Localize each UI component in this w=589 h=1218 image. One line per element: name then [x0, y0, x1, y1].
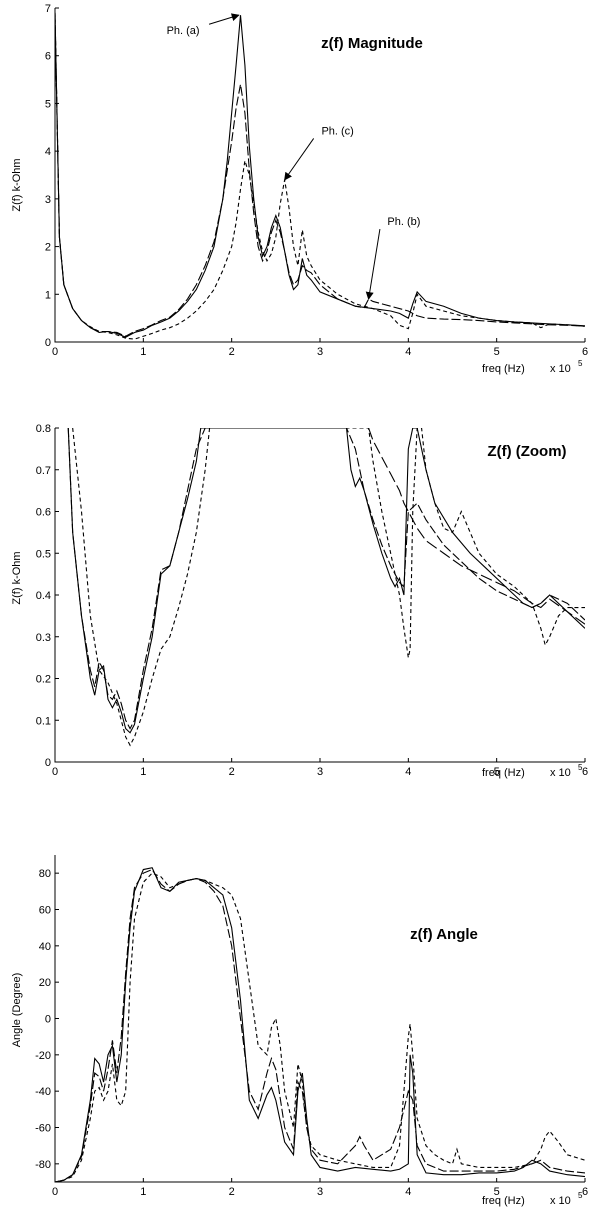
zoom-series: [67, 428, 585, 747]
zoom-ytick-label: 0.5: [36, 548, 51, 560]
magnitude-xmult: x 10: [550, 363, 571, 375]
magnitude-annotation-label: Ph. (c): [321, 125, 353, 137]
magnitude-xlabel: freq (Hz) x 10 5: [482, 359, 583, 375]
angle-xtick-label: 1: [140, 1186, 146, 1198]
magnitude-xlabel-text: freq (Hz): [482, 363, 525, 375]
zoom-series-line-1: [67, 428, 585, 734]
magnitude-series: [55, 12, 585, 340]
zoom-xmult: x 10: [550, 767, 571, 779]
zoom-xmult-exp: 5: [578, 763, 583, 772]
zoom-chart: 0 1 2 3 4 5 600.10.20.30.40.50.60.70.8 Z(f) (Z…: [11, 423, 588, 779]
magnitude-ytick-label: 5: [45, 98, 51, 110]
angle-ytick-label: -20: [35, 1050, 51, 1062]
zoom-xlabel: freq (Hz) x 10 5: [482, 763, 583, 779]
magnitude-xtick-label: 0: [52, 346, 58, 358]
magnitude-ytick-label: 2: [45, 242, 51, 254]
angle-ylabel: Angle (Degree): [11, 973, 23, 1048]
magnitude-xtick-label: 1: [140, 346, 146, 358]
magnitude-xtick-label: 6: [582, 346, 588, 358]
magnitude-xtick-label: 2: [229, 346, 235, 358]
angle-ytick-label: -80: [35, 1159, 51, 1171]
zoom-xtick-label: 5: [494, 766, 500, 778]
zoom-xtick-label: 6: [582, 766, 588, 778]
zoom-xtick-label: 3: [317, 766, 323, 778]
zoom-series-line-2: [67, 428, 585, 730]
magnitude-ytick-label: 3: [45, 194, 51, 206]
angle-xtick-label: 2: [229, 1186, 235, 1198]
angle-ytick-label: 60: [39, 905, 51, 917]
magnitude-annotation-arrow: [208, 13, 240, 25]
magnitude-annotation-label: Ph. (b): [387, 216, 420, 228]
angle-series: [55, 867, 585, 1182]
zoom-ytick-label: 0: [45, 757, 51, 769]
zoom-xlabel-text: freq (Hz): [482, 767, 525, 779]
magnitude-series-line-3: [55, 12, 585, 340]
angle-xmult-exp: 5: [578, 1191, 583, 1200]
zoom-ytick-label: 0.2: [36, 674, 51, 686]
zoom-xtick-label: 0: [52, 766, 58, 778]
zoom-ytick-label: 0.3: [36, 632, 51, 644]
angle-ytick-label: 80: [39, 868, 51, 880]
zoom-ytick-label: 0.7: [36, 465, 51, 477]
angle-ytick-label: 0: [45, 1014, 51, 1026]
magnitude-ytick-label: 1: [45, 289, 51, 301]
magnitude-xtick-label: 5: [494, 346, 500, 358]
magnitude-series-line-2: [55, 12, 585, 337]
zoom-ylabel: Z(f) k-Ohm: [11, 551, 23, 604]
magnitude-ytick-label: 7: [45, 3, 51, 15]
magnitude-annotation-label: Ph. (a): [167, 25, 200, 37]
zoom-xtick-label: 2: [229, 766, 235, 778]
magnitude-ylabel: Z(f) k-Ohm: [11, 158, 23, 211]
angle-xlabel-text: freq (Hz): [482, 1195, 525, 1207]
zoom-ytick-label: 0.6: [36, 507, 51, 519]
angle-series-line-2: [55, 868, 585, 1182]
angle-xtick-label: 3: [317, 1186, 323, 1198]
magnitude-xtick-label: 4: [405, 346, 411, 358]
zoom-series-line-3: [368, 428, 585, 625]
angle-series-line-3: [55, 872, 585, 1182]
magnitude-xtick-label: 3: [317, 346, 323, 358]
magnitude-xmult-exp: 5: [578, 359, 583, 368]
angle-xlabel: freq (Hz) x 10 5: [482, 1191, 583, 1207]
magnitude-title: z(f) Magnitude: [321, 35, 423, 52]
angle-ytick-label: -60: [35, 1123, 51, 1135]
zoom-ytick-label: 0.8: [36, 423, 51, 435]
zoom-xtick-label: 1: [140, 766, 146, 778]
angle-ytick-label: -40: [35, 1086, 51, 1098]
angle-xtick-label: 6: [582, 1186, 588, 1198]
angle-ytick-label: 40: [39, 941, 51, 953]
zoom-xtick-label: 4: [405, 766, 411, 778]
zoom-ticks: 0 1 2 3 4 5 600.10.20.30.40.50.60.70.8: [36, 423, 588, 778]
zoom-title: Z(f) (Zoom): [487, 443, 566, 460]
angle-ytick-label: 20: [39, 977, 51, 989]
angle-axes: [54, 855, 585, 1183]
angle-xmult: x 10: [550, 1195, 571, 1207]
angle-title: z(f) Angle: [410, 926, 478, 943]
angle-plot-area: [54, 855, 585, 1183]
magnitude-annotation-arrow: [365, 229, 381, 301]
zoom-ytick-label: 0.1: [36, 715, 51, 727]
magnitude-ytick-label: 4: [45, 146, 51, 158]
magnitude-annotations: Ph. (a) Ph. (c) Ph. (b): [167, 13, 420, 301]
magnitude-ytick-label: 6: [45, 51, 51, 63]
magnitude-annotation-arrow: [284, 138, 315, 181]
angle-xtick-label: 4: [405, 1186, 411, 1198]
angle-xtick-label: 5: [494, 1186, 500, 1198]
magnitude-ticks: 0 1 2 3 4 5 6 0 1 2 3 4 5 6 7: [45, 3, 588, 358]
zoom-series-line-4: [72, 428, 585, 747]
magnitude-series-line-1: [55, 12, 585, 338]
magnitude-ytick-label: 0: [45, 337, 51, 349]
zoom-ytick-label: 0.4: [36, 590, 51, 602]
angle-xtick-label: 0: [52, 1186, 58, 1198]
angle-series-line-1: [55, 867, 585, 1182]
